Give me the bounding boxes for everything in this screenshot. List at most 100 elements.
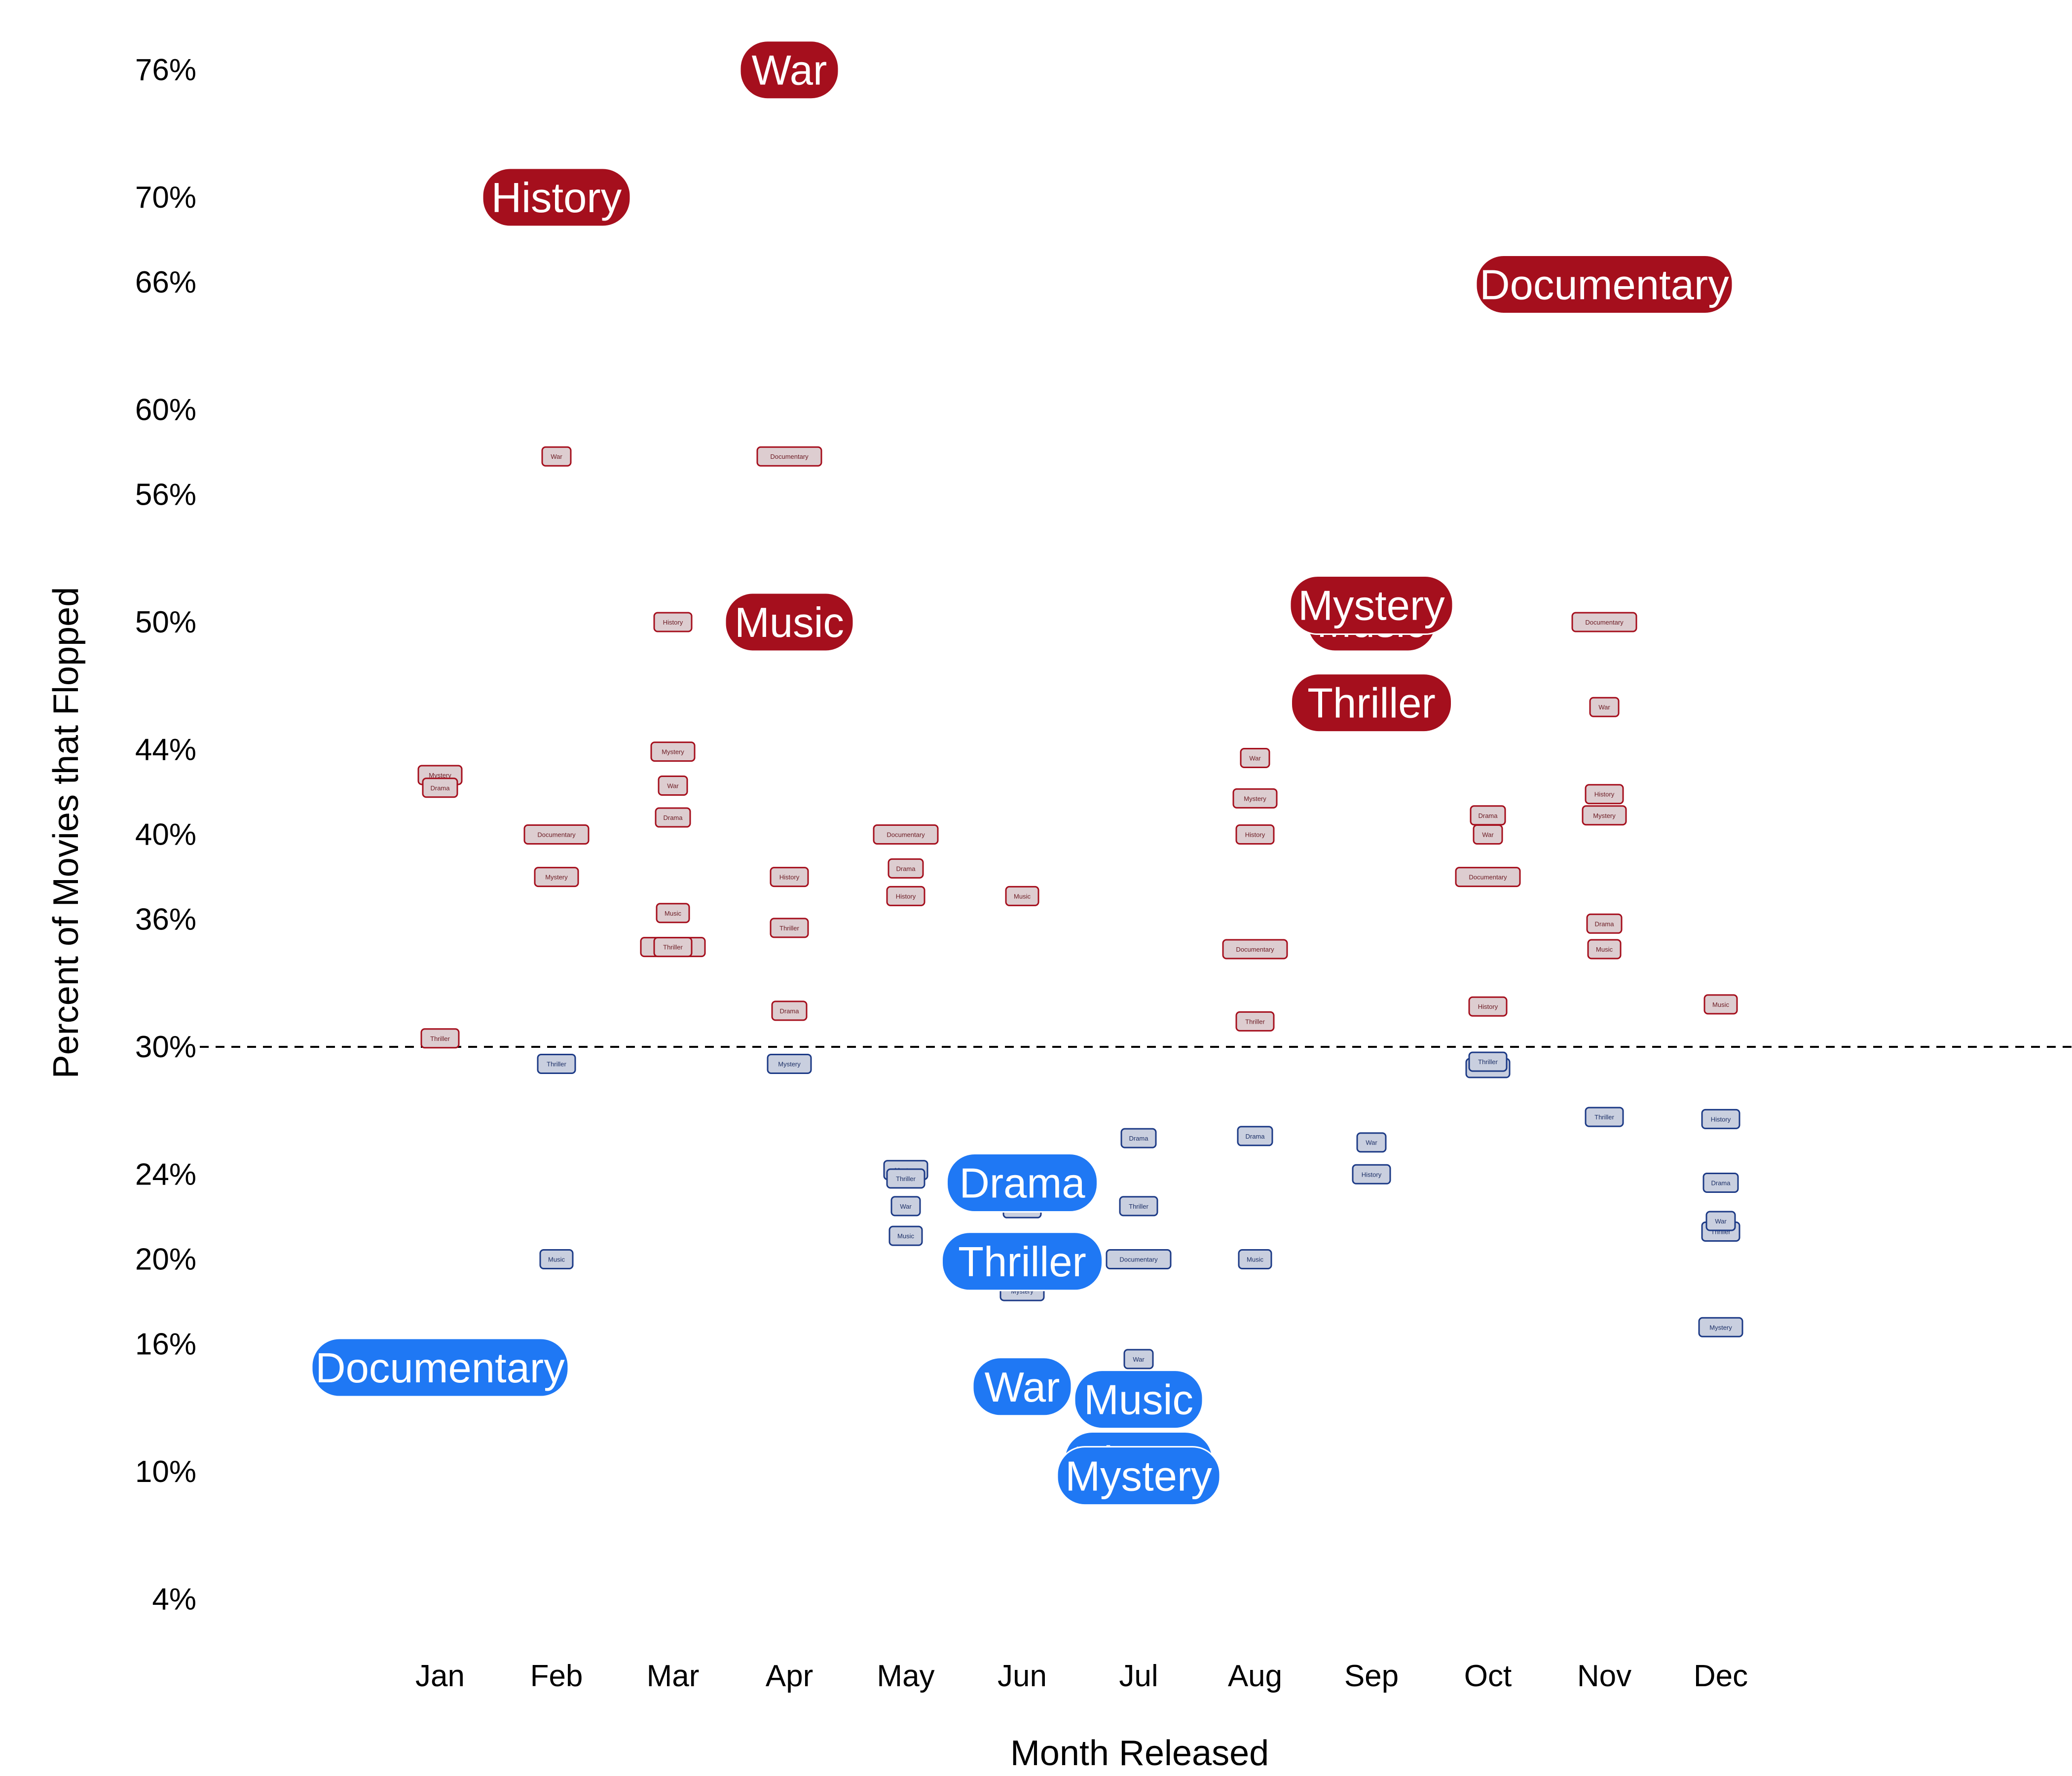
highlighted-genre-label: Mystery <box>1065 1453 1212 1500</box>
genre-point-label: Documentary <box>770 453 809 460</box>
genre-point: Thriller <box>1585 1107 1624 1127</box>
genre-point-box <box>537 1053 576 1074</box>
x-tick-label: Jan <box>415 1659 465 1693</box>
highlighted-genre: Music <box>1073 1369 1204 1430</box>
genre-point-box <box>886 1168 925 1189</box>
highlighted-genre-label: Mystery <box>1298 583 1445 629</box>
highlighted-genre-label: Thriller <box>958 1239 1086 1286</box>
highlighted-genre-box <box>1056 1446 1221 1506</box>
genre-point: Drama <box>1702 1173 1739 1193</box>
genre-point: Thriller <box>537 1053 576 1074</box>
genre-point-box <box>541 446 572 467</box>
genre-point: Documentary <box>1106 1249 1172 1269</box>
genre-point-label: Music <box>665 910 681 917</box>
genre-point-label: Documentary <box>1585 619 1624 626</box>
genre-point-box <box>1582 805 1627 826</box>
y-tick-label: 66% <box>135 265 196 299</box>
genre-point: Music <box>888 1225 923 1246</box>
y-tick-label: 36% <box>135 903 196 937</box>
genre-point-box <box>653 612 693 632</box>
genre-point: War <box>1356 1132 1387 1153</box>
genre-point-label: Mystery <box>1244 795 1266 802</box>
genre-point-box <box>1589 697 1620 717</box>
genre-point: Music <box>1587 939 1622 960</box>
genre-point: Mystery <box>767 1053 812 1074</box>
genre-point-label: Mystery <box>778 1060 801 1068</box>
genre-point-label: Drama <box>663 814 683 821</box>
genre-point: History <box>1352 1164 1391 1184</box>
highlighted-genre-label: War <box>752 47 827 94</box>
x-axis-title: Month Released <box>1010 1734 1269 1773</box>
genre-point: Mystery <box>534 867 579 888</box>
genre-point: War <box>1705 1211 1736 1231</box>
highlighted-genre-label: History <box>491 175 622 222</box>
genre-point-box <box>1222 939 1288 960</box>
genre-point-label: Mystery <box>1593 812 1616 819</box>
genre-point: Music <box>1005 886 1039 906</box>
genre-point-box <box>1119 1196 1158 1217</box>
highlighted-genre-label: Music <box>1084 1377 1193 1424</box>
genre-point-label: Thriller <box>896 1175 916 1183</box>
genre-point-box <box>656 903 690 924</box>
highlighted-genre-label: Music <box>735 599 844 646</box>
y-tick-label: 20% <box>135 1243 196 1277</box>
genre-point-label: War <box>1482 831 1494 839</box>
genre-point-label: Documentary <box>537 831 576 839</box>
genre-point-box <box>1235 1011 1275 1032</box>
genre-point: War <box>1473 824 1503 845</box>
genre-point: War <box>658 775 688 796</box>
highlighted-genre: Music <box>724 592 854 652</box>
genre-point-label: Thriller <box>1129 1203 1148 1210</box>
genre-point-box <box>767 1053 812 1074</box>
genre-point: Documentary <box>756 446 822 467</box>
highlighted-genre-box <box>481 167 631 227</box>
genre-point-box <box>1356 1132 1387 1153</box>
genre-point-label: Music <box>1712 1001 1729 1008</box>
genre-point: Thriller <box>420 1028 460 1049</box>
genre-point-label: War <box>667 782 679 789</box>
y-tick-label: 60% <box>135 393 196 427</box>
genre-point-box <box>1701 1109 1740 1129</box>
genre-point-box <box>1238 1249 1272 1269</box>
x-tick-label: Oct <box>1464 1659 1512 1693</box>
genre-point-label: History <box>1362 1171 1382 1178</box>
genre-point-box <box>1352 1164 1391 1184</box>
genre-point: Drama <box>888 858 924 879</box>
genre-point: Drama <box>1237 1126 1273 1147</box>
genre-point: History <box>653 612 693 632</box>
highlighted-genre-label: Documentary <box>1480 262 1729 309</box>
highlighted-genre-box <box>739 40 840 100</box>
genre-point-box <box>1585 784 1624 805</box>
x-tick-label: Nov <box>1577 1659 1631 1693</box>
genre-point-box <box>650 741 696 762</box>
genre-point-box <box>653 937 693 958</box>
genre-point-box <box>1106 1249 1172 1269</box>
genre-point-box <box>655 807 691 828</box>
x-tick-label: Jun <box>998 1659 1047 1693</box>
y-tick-label: 56% <box>135 478 196 512</box>
genre-point-box <box>1705 1211 1736 1231</box>
genre-point-box <box>1005 886 1039 906</box>
genre-point-label: Drama <box>1129 1135 1148 1142</box>
genre-point-box <box>420 1028 460 1049</box>
genre-point-label: History <box>1245 831 1265 839</box>
genre-point-label: War <box>551 453 562 460</box>
genre-point-box <box>1468 1051 1508 1072</box>
genre-point-label: Mystery <box>1709 1324 1732 1331</box>
genre-point-label: Documentary <box>1236 946 1274 953</box>
genre-point-label: Music <box>548 1256 565 1263</box>
genre-point-box <box>770 867 809 888</box>
genre-point: History <box>1468 996 1508 1017</box>
highlighted-genre: Thriller <box>1291 673 1452 733</box>
genre-point-box <box>771 1000 808 1021</box>
highlighted-genre-label: War <box>985 1364 1060 1411</box>
highlighted-genre-box <box>1289 575 1454 635</box>
genre-point-label: War <box>900 1203 912 1210</box>
genre-point: History <box>770 867 809 888</box>
highlighted-genre: Documentary <box>311 1337 569 1398</box>
y-tick-label: 44% <box>135 733 196 767</box>
genre-point: Music <box>539 1249 574 1269</box>
highlighted-genre-box <box>311 1337 569 1398</box>
x-tick-label: Mar <box>647 1659 700 1693</box>
